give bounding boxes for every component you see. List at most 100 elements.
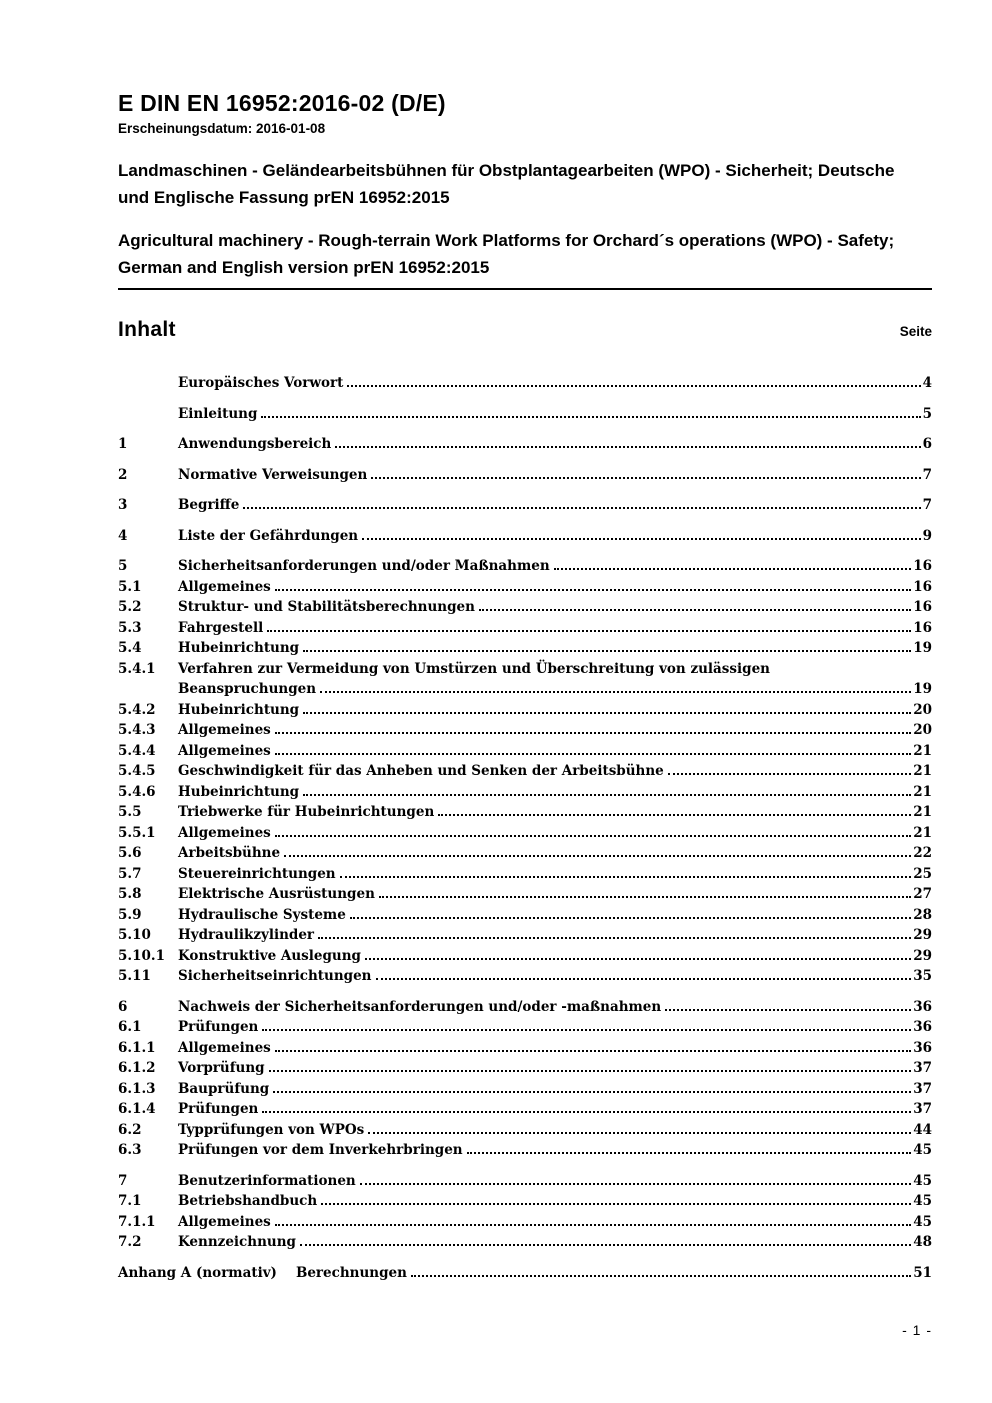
german-title: Landmaschinen - Geländearbeitsbühnen für…	[118, 161, 895, 207]
toc-leader-dots	[318, 937, 912, 939]
toc-entry-number: 5.1	[118, 578, 142, 595]
toc-entry: 1 Anwendungsbereich 6	[118, 434, 932, 455]
toc-entry: 7.2 Kennzeichnung 48	[118, 1232, 932, 1253]
toc-entry-page: 36	[913, 1039, 932, 1056]
toc-entry-title: Bauprüfung	[178, 1080, 270, 1097]
toc-entry-page: 7	[922, 497, 932, 513]
toc-entry: 6.1 Prüfungen 36	[118, 1017, 932, 1038]
toc-entry: 5.1 Allgemeines 16	[118, 577, 932, 598]
toc-leader-dots	[349, 916, 912, 919]
toc-entry-page: 36	[913, 1019, 932, 1035]
toc-entry: 5.9 Hydraulische Systeme 28	[118, 905, 932, 926]
toc-entry-title: Allgemeines	[178, 578, 271, 595]
toc-entry-number: 6.2	[118, 1121, 142, 1138]
table-of-contents: Europäisches Vorwort 4 Einleitung 5 1 Anwendu…	[118, 373, 932, 1283]
toc-leader-dots	[667, 773, 912, 775]
toc-entry-number: 5.7	[118, 865, 142, 882]
toc-entry-title: Allgemeines	[178, 722, 271, 738]
toc-leader-dots	[365, 957, 912, 960]
toc-entry-page: 6	[922, 436, 932, 452]
toc-entry: 5.5.1 Allgemeines 21	[118, 823, 932, 844]
toc-leader-dots	[368, 1131, 912, 1134]
release-date: Erscheinungsdatum: 2016-01-08	[118, 121, 326, 136]
toc-entry-title: Anwendungsbereich	[178, 436, 332, 452]
toc-leader-dots	[375, 978, 912, 980]
toc-entry-title: Allgemeines	[178, 742, 271, 759]
toc-leader-dots	[410, 1274, 912, 1277]
toc-entry: 7 Benutzerinformationen 45	[118, 1171, 932, 1192]
toc-entry: 6 Nachweis der Sicherheitsanforderungen u…	[118, 997, 932, 1018]
toc-entry-title: Hubeinrichtung	[178, 701, 300, 718]
toc-entry-page: 37	[913, 1060, 932, 1076]
toc-entry-page: 21	[913, 742, 932, 759]
toc-leader-dots	[371, 476, 921, 479]
page-content: E DIN EN 16952:2016-02 (D/E) Erscheinung…	[118, 90, 932, 1283]
toc-entry-title: Triebwerke für Hubeinrichtungen	[178, 804, 435, 820]
toc-entry-title: Elektrische Ausrüstungen	[178, 886, 375, 902]
toc-entry-number: 5.4.1	[118, 660, 156, 677]
toc-leader-dots	[335, 446, 921, 448]
toc-entry-page: 51	[913, 1264, 932, 1281]
toc-entry: Beanspruchungen 19	[118, 679, 932, 700]
toc-entry-title: Konstruktive Auslegung	[178, 947, 361, 964]
toc-entry-title: Europäisches Vorwort	[178, 375, 344, 391]
toc-leader-dots	[478, 609, 912, 611]
toc-leader-dots	[268, 1070, 912, 1072]
toc-entry-number: 5.5.1	[118, 824, 156, 841]
english-title: Agricultural machinery - Rough-terrain W…	[118, 231, 895, 277]
toc-entry-number: 5.4.6	[118, 783, 156, 800]
toc-entry-page: 44	[913, 1121, 932, 1138]
toc-entry-number: 6.3	[118, 1142, 142, 1158]
toc-entry-title: Prüfungen vor dem Inverkehrbringen	[178, 1142, 463, 1158]
toc-entry-number: 5.5	[118, 804, 142, 820]
toc-entry: 5.2 Struktur- und Stabilitätsberechnungen…	[118, 597, 932, 618]
toc-entry: 7.1 Betriebshandbuch 45	[118, 1191, 932, 1212]
toc-leader-dots	[359, 1182, 912, 1185]
toc-entry-number: 5.10.1	[118, 947, 165, 964]
toc-entry-page: 45	[913, 1193, 932, 1209]
toc-entry-page: 20	[913, 701, 932, 718]
toc-entry-title: Hydraulische Systeme	[178, 906, 346, 923]
toc-entry-page: 36	[913, 998, 932, 1015]
toc-entry-title: Allgemeines	[178, 824, 271, 841]
toc-entry-title: Sicherheitsanforderungen und/oder Maßnah…	[178, 558, 550, 574]
toc-leader-dots	[274, 1223, 912, 1226]
toc-entry: 5.4.5 Geschwindigkeit für das Anheben und…	[118, 761, 932, 782]
toc-entry-title: Steuereinrichtungen	[178, 865, 336, 882]
toc-entry-number: 6.1	[118, 1019, 142, 1035]
toc-entry-title: Liste der Gefährdungen	[178, 527, 359, 544]
toc-entry-page: 37	[913, 1101, 932, 1117]
toc-leader-dots	[466, 1152, 912, 1154]
toc-entry-page: 27	[913, 886, 932, 902]
toc-entry-number: 5.4.2	[118, 701, 156, 718]
toc-entry-number: 5.4.5	[118, 763, 156, 779]
toc-leader-dots	[274, 1049, 912, 1052]
toc-entry-number: 5.9	[118, 906, 142, 923]
toc-entry-number: 5.4.4	[118, 742, 156, 759]
toc-entry-title: Verfahren zur Vermeidung von Umstürzen u…	[178, 660, 770, 677]
toc-entry-title: Kennzeichnung	[178, 1234, 296, 1250]
toc-entry-title: Geschwindigkeit für das Anheben und Senk…	[178, 763, 664, 779]
toc-entry-title: Begriffe	[178, 497, 240, 513]
toc-leader-dots	[284, 855, 912, 857]
toc-entry: 5.3 Fahrgestell 16	[118, 618, 932, 639]
page-number-indicator: - 1 -	[902, 1322, 932, 1338]
toc-entry: 5.7 Steuereinrichtungen 25	[118, 864, 932, 885]
toc-heading-row: Inhalt Seite	[118, 318, 932, 342]
toc-leader-dots	[438, 814, 912, 816]
toc-entry-number: 6.1.4	[118, 1101, 156, 1117]
toc-entry: 6.3 Prüfungen vor dem Inverkehrbringen 45	[118, 1140, 932, 1161]
toc-entry: 5.4.4 Allgemeines 21	[118, 741, 932, 762]
toc-entry-page: 21	[913, 804, 932, 820]
toc-entry-title: Hydraulikzylinder	[178, 927, 315, 943]
toc-entry-page: 4	[922, 375, 932, 391]
toc-entry-page: 19	[913, 640, 932, 656]
toc-entry: 5.11 Sicherheitseinrichtungen 35	[118, 966, 932, 987]
document-number: E DIN EN 16952:2016-02 (D/E)	[118, 90, 446, 116]
toc-entry-number: 6.1.1	[118, 1039, 156, 1056]
toc-entry-page: 21	[913, 824, 932, 841]
toc-entry-page: 28	[913, 906, 932, 923]
toc-entry-number: 3	[118, 497, 128, 513]
toc-leader-dots	[273, 1090, 912, 1093]
